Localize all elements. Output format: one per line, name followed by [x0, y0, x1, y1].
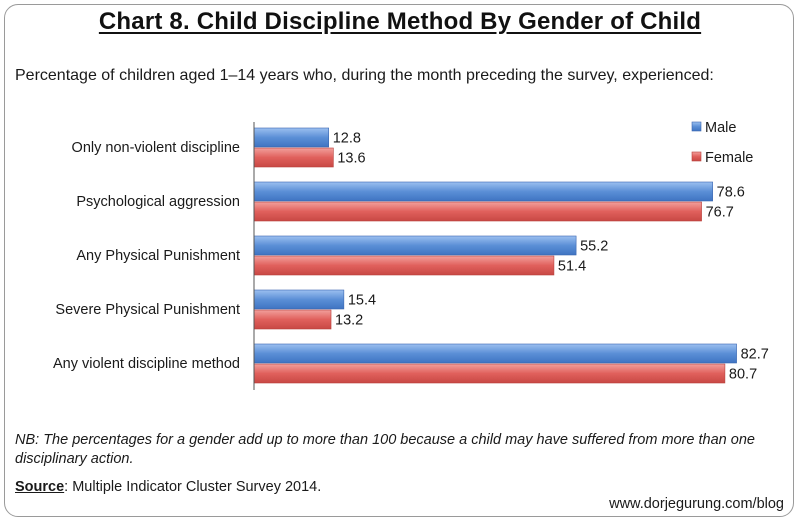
data-label: 12.8 — [333, 131, 361, 147]
chart-subtitle: Percentage of children aged 1–14 years w… — [15, 67, 714, 84]
data-label: 15.4 — [348, 293, 376, 309]
bar-female — [253, 147, 334, 168]
source-label: Source — [15, 479, 65, 495]
category-label: Severe Physical Punishment — [55, 302, 240, 318]
data-label: 13.2 — [335, 313, 363, 329]
data-label: 82.7 — [741, 347, 769, 363]
bar-female — [253, 363, 726, 384]
data-label: 78.6 — [717, 185, 745, 201]
footnote: NB: The percentages for a gender add up … — [15, 432, 755, 467]
bar-male — [253, 127, 329, 148]
category-labels: Only non-violent discipline Psychological… — [53, 140, 240, 372]
bar-female — [253, 201, 702, 222]
legend-swatch-male — [691, 121, 702, 132]
data-label: 13.6 — [337, 151, 365, 167]
data-label: 76.7 — [706, 205, 734, 221]
chart-title: Chart 8. Child Discipline Method By Gend… — [98, 8, 702, 35]
legend: Male Female — [691, 120, 753, 166]
website-url: www.dorjegurung.com/blog — [609, 496, 784, 512]
bars — [253, 127, 737, 384]
data-label: 55.2 — [580, 239, 608, 255]
category-label: Any Physical Punishment — [76, 248, 240, 264]
legend-label-female: Female — [705, 150, 753, 166]
bar-male — [253, 343, 737, 364]
data-label: 51.4 — [558, 259, 586, 275]
bar-female — [253, 309, 332, 330]
legend-label-male: Male — [705, 120, 736, 136]
bar-male — [253, 289, 345, 310]
category-label: Any violent discipline method — [53, 356, 240, 372]
category-label: Only non-violent discipline — [72, 140, 240, 156]
bar-male — [253, 235, 577, 256]
category-label: Psychological aggression — [76, 194, 240, 210]
bar-female — [253, 255, 555, 276]
value-labels: 12.8 13.6 78.6 76.7 55.2 51.4 15.4 13.2 82.7 80.7 — [333, 131, 769, 383]
legend-swatch-female — [691, 151, 702, 162]
source-line: Source: Multiple Indicator Cluster Surve… — [15, 479, 321, 495]
bar-male — [253, 181, 713, 202]
source-text: : Multiple Indicator Cluster Survey 2014… — [64, 479, 322, 495]
data-label: 80.7 — [729, 367, 757, 383]
